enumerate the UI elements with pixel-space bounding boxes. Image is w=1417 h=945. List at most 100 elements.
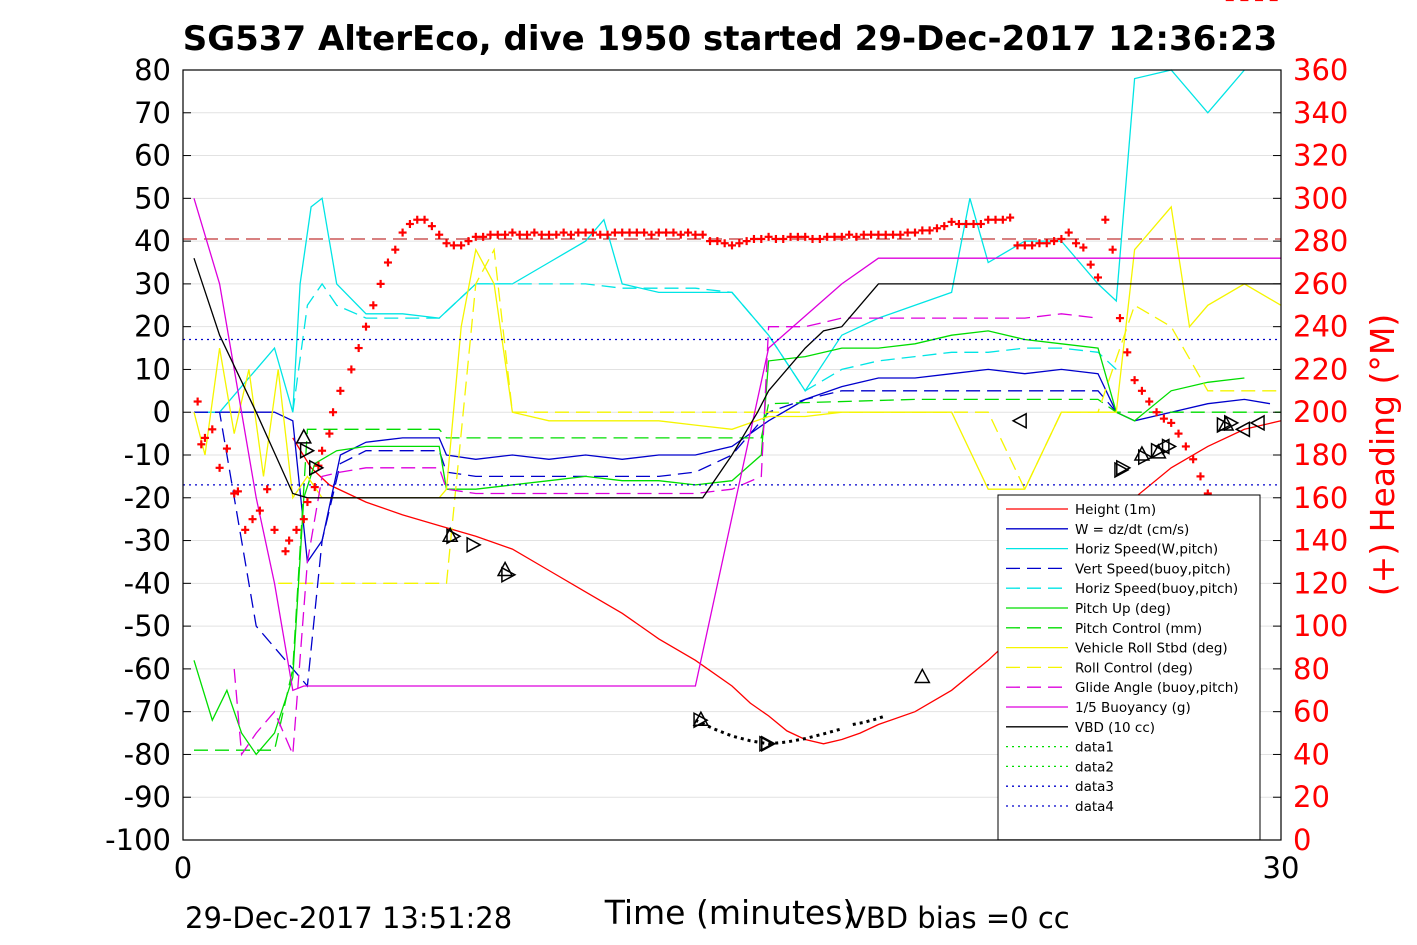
heading-point [662,228,671,237]
legend-entry: Horiz Speed(buoy,pitch) [1075,581,1238,597]
right-tick-label: 320 [1293,139,1348,173]
heading-point [728,241,736,250]
heading-point [347,365,356,374]
series-line-glide-angle-buoy-pitch- [233,313,1099,757]
heading-point [479,232,488,241]
heading-point [208,425,217,434]
legend-entry: 1/5 Buoyancy (g) [1075,700,1191,716]
heading-point [241,525,250,534]
heading-point [698,230,707,239]
left-tick-label: 10 [134,352,171,386]
x-tick-label: 30 [1263,851,1300,885]
heading-point [435,230,444,239]
series-line-horiz-speed-w-pitch- [194,69,1245,413]
heading-point [1181,442,1190,451]
series-line-vert-speed-buoy-pitch- [194,390,1117,688]
heading-point [1189,455,1198,464]
right-tick-label: 200 [1293,395,1348,429]
heading-point [984,215,993,224]
heading-point [669,228,678,237]
legend-entry: W = dz/dt (cm/s) [1075,522,1189,538]
right-tick-label: 220 [1293,352,1348,386]
heading-point [830,232,839,241]
heading-point [779,234,788,243]
triangle-marker [761,735,777,753]
heading-point [1123,348,1132,357]
heading-point [896,230,905,239]
left-axis-ticks: 80 70 60 50 40 30 20 10 0 -10 -20 -30 -40 -50 -60 -70 -8… [105,53,191,857]
heading-point [1020,241,1029,250]
heading-point [918,226,927,235]
heading-point [1130,376,1139,385]
heading-point [588,228,597,237]
heading-point [837,232,846,241]
right-tick-label: 80 [1293,652,1330,686]
heading-point [270,525,279,534]
heading-point [457,241,466,250]
heading-point [596,230,605,239]
fit-segment [852,714,887,726]
heading-point [449,241,458,250]
heading-point [998,215,1007,224]
heading-point [618,228,627,237]
left-tick-label: -80 [124,737,171,771]
heading-point [1072,239,1081,248]
heading-point [486,230,495,239]
heading-point [823,232,832,241]
heading-point [281,547,290,556]
heading-point [1057,234,1066,243]
triangle-marker [759,735,775,753]
heading-point [1196,472,1205,481]
triangle-marker [692,710,710,726]
left-tick-label: -20 [124,481,171,515]
heading-point [566,230,575,239]
heading-point [691,230,700,239]
heading-point [742,237,751,246]
heading-point [640,228,649,237]
heading-point [1167,418,1176,427]
heading-point [325,429,334,438]
legend-entry: data2 [1075,759,1114,775]
legend-box [997,494,1261,841]
heading-point [1145,397,1154,406]
heading-point [292,525,301,534]
right-tick-label: 360 [1293,53,1348,87]
heading-point [793,232,802,241]
heading-point [464,237,473,246]
heading-point [1013,241,1022,250]
triangle-marker [1234,421,1251,438]
right-tick-label: 240 [1293,310,1348,344]
left-tick-label: -30 [124,524,171,558]
heading-point [845,230,854,239]
left-tick-label: 60 [134,139,171,173]
heading-point [881,230,890,239]
left-tick-label: 50 [134,181,171,215]
heading-point [501,230,510,239]
heading-point [735,239,744,248]
left-tick-label: -50 [124,609,171,643]
right-tick-label: 260 [1293,267,1348,301]
legend-entry: data3 [1075,779,1114,795]
heading-point [1108,245,1117,254]
heading-point [1006,213,1015,222]
heading-point [603,230,612,239]
heading-point [654,228,663,237]
triangle-marker [914,667,931,684]
right-tick-label: 280 [1293,224,1348,258]
legend-entry: Horiz Speed(W,pitch) [1075,542,1218,558]
heading-point [940,222,949,231]
series-line-vbd-10-cc- [193,257,1281,499]
triangle-marker [1114,461,1130,479]
legend-entry: Pitch Up (deg) [1075,601,1171,617]
heading-point [263,485,272,494]
heading-point [248,515,257,524]
series-line-horiz-speed-buoy-pitch- [292,282,1117,413]
heading-point [303,498,312,507]
heading-point [815,234,824,243]
heading-point [932,224,941,233]
right-tick-label: 180 [1293,438,1348,472]
right-axis-ticks: 3603403203002802602402202001801601401201… [1273,53,1348,857]
heading-point [299,515,308,524]
triangle-marker [299,442,316,459]
heading-point [552,230,561,239]
